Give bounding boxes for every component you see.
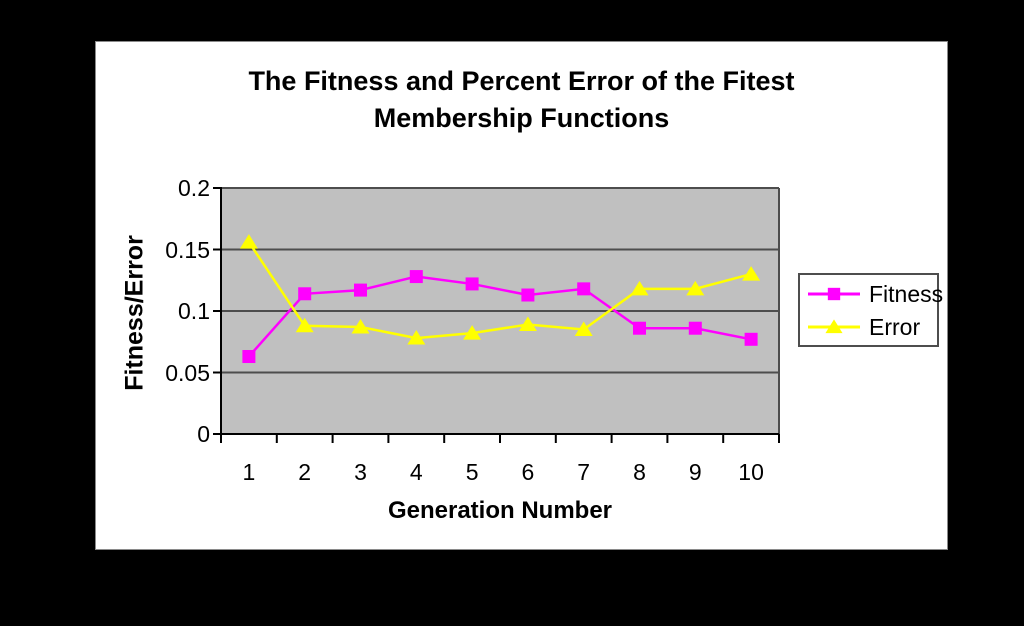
square-marker — [298, 287, 312, 301]
y-tick-label: 0.15 — [165, 236, 210, 263]
triangle-marker — [630, 280, 649, 296]
square-marker — [242, 350, 256, 364]
x-tick-label: 10 — [738, 459, 764, 485]
triangle-marker — [351, 318, 370, 334]
square-marker — [354, 283, 367, 297]
x-tick-label: 1 — [242, 459, 256, 485]
triangle-marker — [825, 318, 843, 333]
x-tick-label: 2 — [298, 459, 312, 485]
square-marker — [577, 282, 591, 296]
chart-legend: Fitness Error — [798, 273, 943, 347]
chart-title: The Fitness and Percent Error of the Fit… — [96, 63, 947, 137]
square-marker — [465, 277, 479, 291]
fitness-series-swatch-icon — [808, 287, 860, 300]
triangle-marker — [686, 280, 705, 296]
square-marker — [827, 287, 841, 300]
triangle-marker — [742, 266, 761, 281]
x-tick-label: 6 — [521, 459, 535, 485]
square-marker — [409, 270, 423, 284]
triangle-marker — [407, 330, 426, 345]
square-marker — [521, 288, 535, 302]
triangle-marker — [463, 325, 482, 340]
x-tick-label: 4 — [409, 459, 423, 485]
error-series-line — [247, 241, 752, 340]
chart-title-line-2: Membership Functions — [373, 103, 670, 133]
x-tick-label: 5 — [465, 459, 479, 485]
x-tick-label: 7 — [577, 459, 591, 485]
x-tick-label: 9 — [688, 459, 702, 485]
y-tick-label: 0.1 — [178, 298, 210, 324]
error-series-swatch-icon — [808, 318, 860, 333]
triangle-marker — [574, 321, 593, 336]
triangle-marker — [239, 234, 258, 249]
x-axis-title: Generation Number — [387, 497, 613, 524]
square-marker — [744, 332, 758, 346]
x-tick-label: 8 — [633, 459, 646, 485]
plot-area — [213, 187, 780, 443]
legend-label-error: Error — [869, 313, 921, 340]
triangle-marker — [295, 317, 314, 333]
legend-entry-error: Error — [807, 310, 937, 343]
legend-label-fitness: Fitness — [869, 280, 944, 307]
chart-area: The Fitness and Percent Error of the Fit… — [95, 41, 948, 550]
legend-entry-fitness: Fitness — [807, 277, 943, 310]
square-marker — [633, 321, 646, 335]
y-tick-label: 0.2 — [178, 175, 210, 201]
triangle-marker — [518, 316, 537, 332]
chart-title-line-1: The Fitness and Percent Error of the Fit… — [248, 66, 795, 96]
square-marker — [688, 321, 702, 335]
y-tick-label: 0 — [197, 421, 210, 447]
fitness-series-line — [247, 275, 752, 358]
y-tick-label: 0.05 — [165, 359, 210, 386]
x-tick-label: 3 — [354, 459, 367, 485]
